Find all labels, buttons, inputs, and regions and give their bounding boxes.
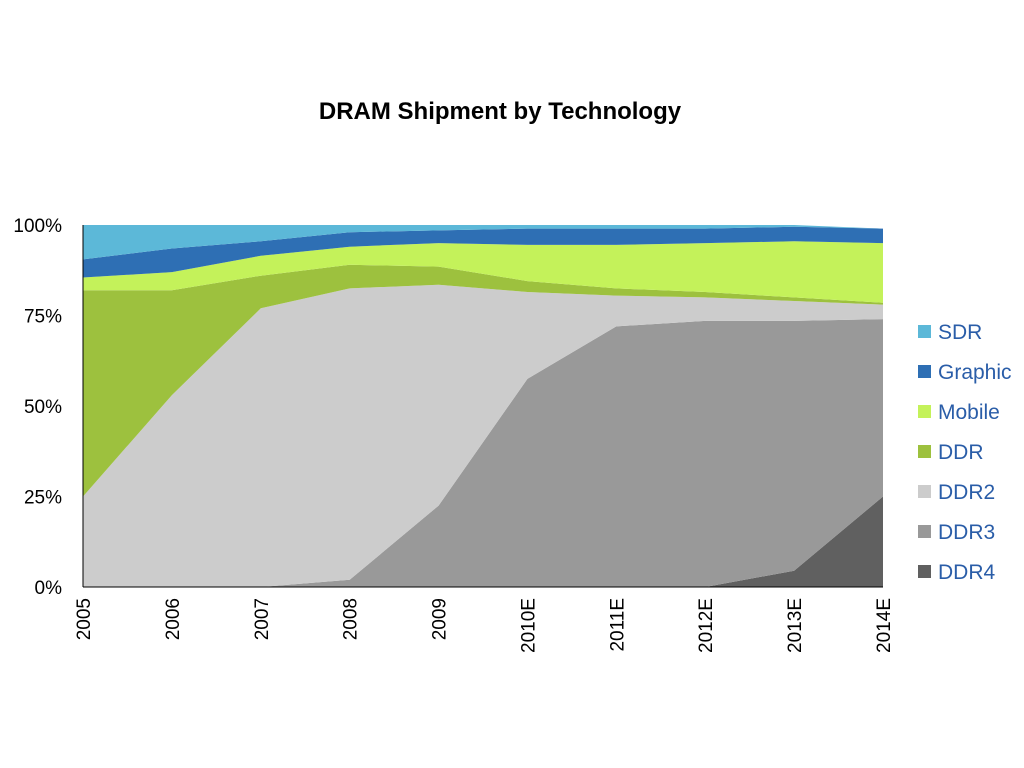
legend-swatch-mobile (918, 405, 931, 418)
plot-areas (83, 225, 883, 587)
x-tick-label: 2010E (518, 598, 539, 653)
x-tick-label: 2008 (341, 598, 362, 640)
area-ddr2 (83, 284, 883, 587)
legend-label-graphic: Graphic (938, 361, 1012, 384)
y-tick-label: 100% (13, 216, 62, 237)
x-tick-label: 2014E (874, 598, 895, 653)
y-tick-label: 25% (24, 488, 62, 509)
x-tick-label: 2011E (607, 598, 628, 652)
legend-label-sdr: SDR (938, 321, 982, 344)
area-mobile (83, 241, 883, 303)
y-tick-label: 50% (24, 397, 62, 418)
area-sdr (83, 225, 883, 260)
legend-label-ddr3: DDR3 (938, 521, 995, 544)
x-tick-labels: 2005 2006 2007 2008 2009 2010E 2011E 2012E 2013E… (74, 598, 895, 653)
legend-swatch-graphic (918, 365, 931, 378)
legend-swatch-ddr (918, 445, 931, 458)
legend-swatch-ddr4 (918, 565, 931, 578)
legend-swatch-ddr2 (918, 485, 931, 498)
area-ddr3 (83, 319, 883, 587)
legend-label-mobile: Mobile (938, 401, 1000, 424)
legend-swatch-ddr3 (918, 525, 931, 538)
x-tick-label: 2013E (785, 598, 806, 653)
area-graphic (83, 226, 883, 278)
x-tick-label: 2005 (74, 598, 95, 640)
legend-swatch-sdr (918, 325, 931, 338)
x-tick-label: 2007 (252, 598, 273, 640)
legend-label-ddr2: DDR2 (938, 481, 995, 504)
y-tick-label: 0% (35, 578, 63, 599)
x-tick-label: 2012E (696, 598, 717, 653)
x-tick-label: 2006 (163, 598, 184, 640)
axes (82, 225, 883, 588)
y-tick-labels: 0% 25% 50% 75% 100% (13, 216, 62, 599)
legend-label-ddr4: DDR4 (938, 561, 995, 584)
chart-title: DRAM Shipment by Technology (318, 98, 682, 125)
x-tick-label: 2009 (430, 598, 451, 640)
y-tick-label: 75% (24, 307, 62, 328)
area-ddr4 (83, 496, 883, 587)
legend: SDR Graphic Mobile DDR DDR2 DDR3 DDR4 (918, 321, 1012, 584)
legend-label-ddr: DDR (938, 441, 984, 464)
